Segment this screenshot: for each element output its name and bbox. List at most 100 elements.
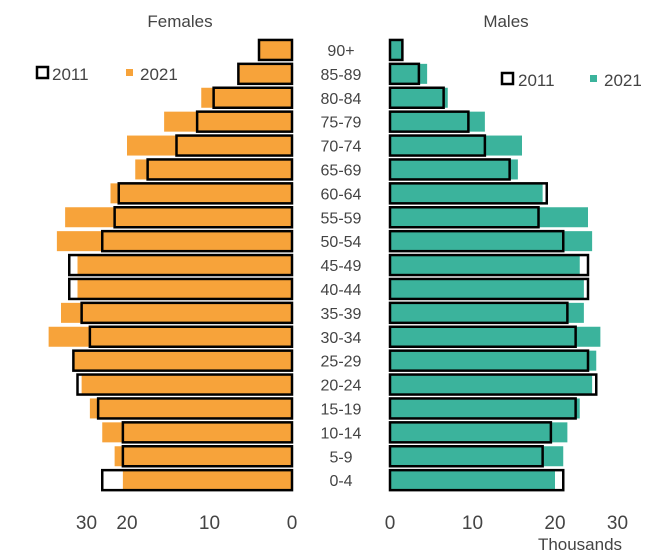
male-bar-2011-40-44 — [388, 277, 590, 301]
female-bar-2021-5-9 — [114, 446, 292, 467]
age-label-20-24: 20-24 — [321, 378, 362, 395]
age-label-30-34: 30-34 — [321, 330, 362, 347]
female-bar-2011-10-14 — [121, 421, 294, 444]
male-bar-2011-65-69 — [388, 158, 511, 181]
male-bar-2021-40-44 — [390, 278, 584, 299]
age-label-60-64: 60-64 — [321, 186, 362, 203]
female-bar-2011-25-29 — [72, 349, 294, 372]
males-legend-2011-swatch — [500, 71, 515, 86]
female-bar-2011-40-44 — [68, 277, 294, 301]
male-bar-2011-35-39 — [388, 301, 569, 325]
female-bar-2011-55-59 — [113, 206, 294, 229]
female-bar-2011-15-19 — [96, 397, 294, 420]
male-bar-2021-30-34 — [390, 326, 601, 347]
male-bar-2021-50-54 — [390, 231, 593, 252]
female-bar-2011-35-39 — [80, 301, 294, 325]
female-bar-2011-50-54 — [101, 229, 294, 253]
female-bar-2021-50-54 — [56, 231, 292, 252]
male-bar-2021-55-59 — [390, 207, 588, 228]
male-bar-2011-20-24 — [388, 373, 598, 396]
right-axis-tick-10: 10 — [462, 513, 483, 534]
male-bar-2011-60-64 — [388, 182, 548, 205]
male-bar-2021-70-74 — [390, 135, 522, 156]
female-bar-2021-45-49 — [77, 255, 292, 276]
male-bar-2021-20-24 — [390, 374, 593, 395]
right-axis-tick-20: 20 — [544, 513, 565, 534]
age-label-90+: 90+ — [327, 43, 354, 60]
female-bar-2021-70-74 — [127, 135, 292, 156]
female-bar-2021-20-24 — [81, 374, 292, 395]
female-bar-2021-30-34 — [48, 326, 292, 347]
females-legend-2021-label: 2021 — [140, 65, 178, 84]
males-legend: 2011 2021 — [500, 71, 642, 90]
male-bar-2021-85-89 — [390, 63, 428, 84]
female-bar-2011-20-24 — [76, 373, 294, 396]
females-legend: 2011 2021 — [35, 65, 178, 84]
male-bar-2011-25-29 — [388, 349, 590, 372]
axis-tick-labels: 30 20 10 0 0 10 20 30 — [76, 513, 628, 534]
female-bar-2021-0-4 — [122, 470, 292, 491]
females-legend-2011-label: 2011 — [52, 65, 89, 84]
females-legend-2021-swatch — [126, 69, 133, 76]
male-bar-2011-0-4 — [388, 468, 565, 492]
males-legend-2021-label: 2021 — [604, 71, 642, 90]
male-bar-2021-65-69 — [390, 159, 518, 180]
age-label-25-29: 25-29 — [321, 354, 362, 371]
male-bar-2011-50-54 — [388, 229, 565, 253]
male-bar-2021-90+ — [390, 39, 403, 60]
female-bar-2011-45-49 — [68, 253, 294, 277]
male-bar-2021-35-39 — [390, 302, 584, 323]
female-bar-2011-65-69 — [146, 158, 294, 181]
age-label-40-44: 40-44 — [321, 282, 362, 299]
male-bar-2011-80-84 — [388, 86, 445, 109]
male-bar-2021-10-14 — [390, 422, 568, 443]
male-bar-2021-60-64 — [390, 183, 543, 204]
male-bar-2011-70-74 — [388, 134, 487, 157]
males-legend-2011-label: 2011 — [518, 71, 555, 90]
age-label-70-74: 70-74 — [321, 139, 362, 156]
x-axis-title: Thousands — [538, 535, 622, 553]
female-bar-2021-35-39 — [61, 302, 292, 323]
age-label-35-39: 35-39 — [321, 306, 362, 323]
male-bar-2011-75-79 — [388, 110, 470, 133]
male-bar-2011-85-89 — [388, 62, 421, 86]
male-bar-2021-0-4 — [390, 470, 555, 491]
female-bar-2021-25-29 — [73, 350, 292, 371]
male-bar-2011-10-14 — [388, 421, 553, 444]
age-label-45-49: 45-49 — [321, 258, 362, 275]
right-axis-tick-30: 30 — [607, 513, 628, 534]
male-bar-2011-30-34 — [388, 325, 577, 348]
female-bar-2011-70-74 — [175, 134, 294, 157]
female-bar-2011-80-84 — [212, 86, 294, 109]
female-bar-2011-60-64 — [117, 182, 294, 205]
age-group-labels: 90+ 85-89 80-84 75-79 70-74 65-69 60-64 55-59 50… — [321, 43, 362, 490]
age-label-15-19: 15-19 — [321, 401, 362, 418]
females-panel-title: Females — [147, 12, 212, 31]
males-panel-title: Males — [483, 12, 528, 31]
female-bar-2011-5-9 — [121, 445, 294, 468]
age-label-80-84: 80-84 — [321, 91, 362, 108]
right-axis-tick-0: 0 — [385, 513, 396, 534]
age-label-5-9: 5-9 — [329, 449, 352, 466]
female-bar-2021-60-64 — [110, 183, 292, 204]
female-bar-2021-40-44 — [77, 278, 292, 299]
female-bar-2021-85-89 — [238, 63, 292, 84]
chart-marks — [48, 38, 601, 492]
female-bar-2021-10-14 — [102, 422, 292, 443]
age-label-75-79: 75-79 — [321, 115, 362, 132]
male-bar-2021-15-19 — [390, 398, 580, 419]
male-bar-2021-45-49 — [390, 255, 580, 276]
female-bar-2011-85-89 — [237, 62, 294, 86]
left-axis-tick-20: 20 — [116, 513, 137, 534]
age-label-55-59: 55-59 — [321, 210, 362, 227]
age-label-65-69: 65-69 — [321, 162, 362, 179]
female-bar-2011-90+ — [257, 38, 294, 62]
male-bar-2021-80-84 — [390, 87, 448, 108]
male-bar-2011-90+ — [388, 38, 404, 62]
left-axis-tick-10: 10 — [199, 513, 220, 534]
male-bar-2011-5-9 — [388, 445, 544, 468]
age-label-50-54: 50-54 — [321, 234, 362, 251]
male-bar-2021-75-79 — [390, 111, 485, 132]
female-bar-2021-55-59 — [65, 207, 292, 228]
